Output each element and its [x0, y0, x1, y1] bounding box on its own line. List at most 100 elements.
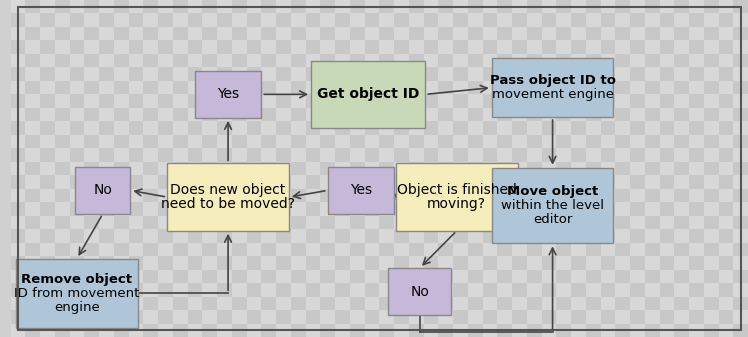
Bar [557, 108, 571, 121]
Bar [202, 27, 217, 40]
Bar [85, 229, 99, 243]
Bar [217, 81, 232, 94]
Bar [542, 216, 557, 229]
Bar [158, 310, 173, 324]
Text: ID from movement: ID from movement [14, 287, 140, 300]
Bar [512, 148, 527, 162]
Bar [261, 54, 276, 67]
Bar [188, 229, 202, 243]
Bar [114, 270, 129, 283]
Bar [704, 81, 719, 94]
Bar [630, 108, 645, 121]
Bar [261, 229, 276, 243]
Bar [55, 229, 70, 243]
Bar [394, 324, 408, 337]
FancyBboxPatch shape [396, 163, 518, 231]
Bar [85, 324, 99, 337]
Bar [261, 148, 276, 162]
Bar [394, 310, 408, 324]
Bar [232, 310, 247, 324]
Bar [704, 162, 719, 175]
Bar [542, 229, 557, 243]
Bar [114, 162, 129, 175]
Bar [497, 162, 512, 175]
Bar [527, 81, 542, 94]
Bar [704, 13, 719, 27]
Bar [305, 54, 320, 67]
Bar [408, 121, 423, 135]
Bar [719, 108, 733, 121]
Bar [438, 270, 453, 283]
Bar [527, 0, 542, 13]
Bar [408, 243, 423, 256]
Bar [542, 108, 557, 121]
Bar [527, 310, 542, 324]
Bar [468, 202, 482, 216]
Bar [144, 67, 158, 81]
Bar [25, 324, 40, 337]
Bar [291, 121, 305, 135]
Bar [144, 162, 158, 175]
Bar [364, 27, 379, 40]
Bar [660, 94, 674, 108]
Bar [305, 202, 320, 216]
Bar [99, 216, 114, 229]
Bar [70, 216, 85, 229]
Bar [305, 121, 320, 135]
Bar [70, 270, 85, 283]
Bar [660, 297, 674, 310]
Bar [70, 256, 85, 270]
Bar [438, 135, 453, 148]
Bar [453, 297, 468, 310]
Bar [217, 283, 232, 297]
Bar [99, 256, 114, 270]
Bar [601, 81, 616, 94]
Bar [335, 54, 350, 67]
Bar [601, 189, 616, 202]
Bar [542, 135, 557, 148]
Bar [129, 243, 144, 256]
Bar [733, 40, 748, 54]
Bar [542, 27, 557, 40]
Bar [305, 256, 320, 270]
Bar [512, 121, 527, 135]
Bar [689, 270, 704, 283]
Bar [291, 202, 305, 216]
Bar [674, 0, 689, 13]
Bar [40, 27, 55, 40]
Bar [99, 310, 114, 324]
Bar [158, 13, 173, 27]
Bar [453, 256, 468, 270]
Bar [689, 310, 704, 324]
Bar [733, 297, 748, 310]
Bar [394, 135, 408, 148]
Bar [453, 94, 468, 108]
Bar [144, 0, 158, 13]
Bar [527, 243, 542, 256]
Bar [482, 283, 497, 297]
Bar [305, 216, 320, 229]
Bar [99, 324, 114, 337]
Bar [335, 175, 350, 189]
Bar [85, 135, 99, 148]
Bar [173, 256, 188, 270]
Bar [542, 121, 557, 135]
Bar [482, 108, 497, 121]
Bar [55, 270, 70, 283]
Bar [10, 283, 25, 297]
Bar [99, 283, 114, 297]
Bar [482, 40, 497, 54]
Bar [291, 324, 305, 337]
Bar [335, 216, 350, 229]
Bar [217, 229, 232, 243]
Bar [438, 202, 453, 216]
Bar [408, 229, 423, 243]
Bar [660, 81, 674, 94]
Bar [719, 40, 733, 54]
Bar [453, 202, 468, 216]
Bar [364, 0, 379, 13]
Bar [423, 135, 438, 148]
Bar [99, 297, 114, 310]
Bar [704, 189, 719, 202]
Bar [719, 189, 733, 202]
